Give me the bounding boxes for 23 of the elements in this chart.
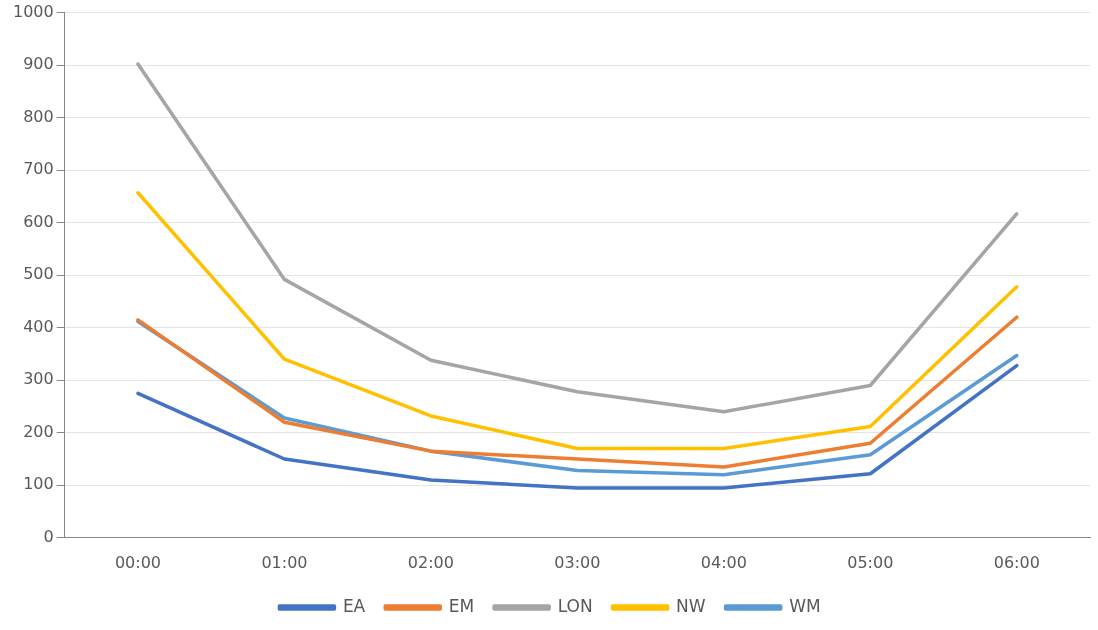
x-tick-label: 00:00: [114, 552, 162, 572]
legend-label: LON: [557, 595, 593, 616]
legend-label: EA: [342, 595, 366, 616]
x-tick-label: 01:00: [261, 552, 308, 572]
x-tick-label: 05:00: [847, 552, 894, 572]
y-tick-label: 400: [23, 316, 54, 336]
x-tick-label: 03:00: [554, 552, 601, 572]
y-tick-label: 900: [23, 54, 54, 74]
x-tick-label: 04:00: [700, 552, 747, 572]
y-tick-label: 0: [43, 526, 54, 546]
legend-label: WM: [789, 595, 821, 616]
x-tick-label: 06:00: [993, 552, 1040, 572]
y-tick-label: 700: [23, 159, 54, 179]
y-tick-label: 800: [23, 106, 54, 126]
y-tick-label: 600: [23, 211, 54, 231]
legend-label: NW: [676, 595, 706, 616]
legend-label: EM: [448, 595, 475, 616]
y-tick-label: 500: [23, 264, 54, 284]
x-tick-label: 02:00: [407, 552, 454, 572]
y-tick-label: 300: [23, 369, 54, 389]
y-tick-label: 1000: [13, 1, 54, 21]
y-tick-label: 100: [23, 474, 54, 494]
y-tick-label: 200: [23, 421, 54, 441]
